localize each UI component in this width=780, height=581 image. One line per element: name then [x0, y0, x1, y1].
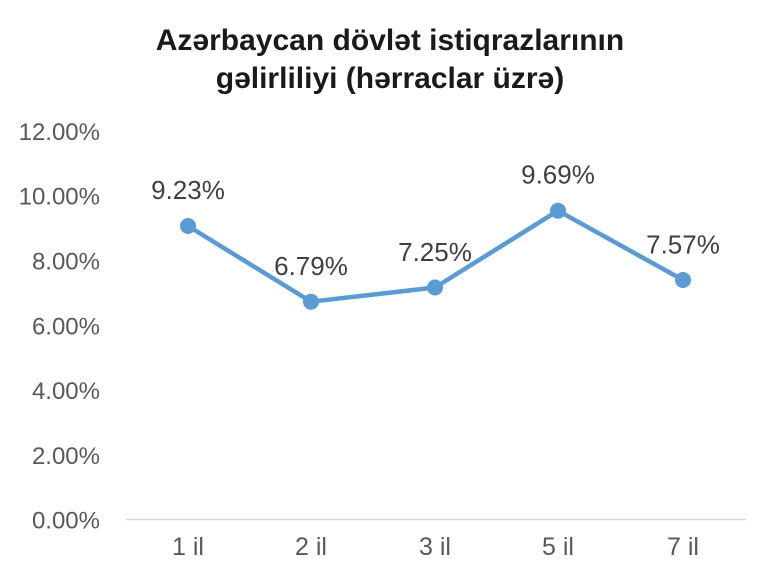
svg-text:8.00%: 8.00% [32, 249, 100, 276]
svg-text:6.79%: 6.79% [274, 251, 348, 281]
svg-text:2 il: 2 il [295, 533, 327, 561]
svg-text:1 il: 1 il [172, 533, 204, 561]
svg-text:4.00%: 4.00% [32, 378, 100, 405]
svg-text:9.23%: 9.23% [151, 175, 225, 205]
svg-text:10.00%: 10.00% [19, 184, 100, 211]
svg-text:5 il: 5 il [542, 533, 574, 561]
svg-text:7.25%: 7.25% [398, 237, 472, 267]
svg-text:7 il: 7 il [667, 533, 699, 561]
svg-text:6.00%: 6.00% [32, 314, 100, 341]
svg-text:3 il: 3 il [419, 533, 451, 561]
svg-text:7.57%: 7.57% [646, 230, 720, 260]
svg-text:9.69%: 9.69% [521, 160, 595, 190]
svg-text:2.00%: 2.00% [32, 443, 100, 470]
svg-text:12.00%: 12.00% [19, 119, 100, 146]
svg-text:0.00%: 0.00% [32, 508, 100, 535]
